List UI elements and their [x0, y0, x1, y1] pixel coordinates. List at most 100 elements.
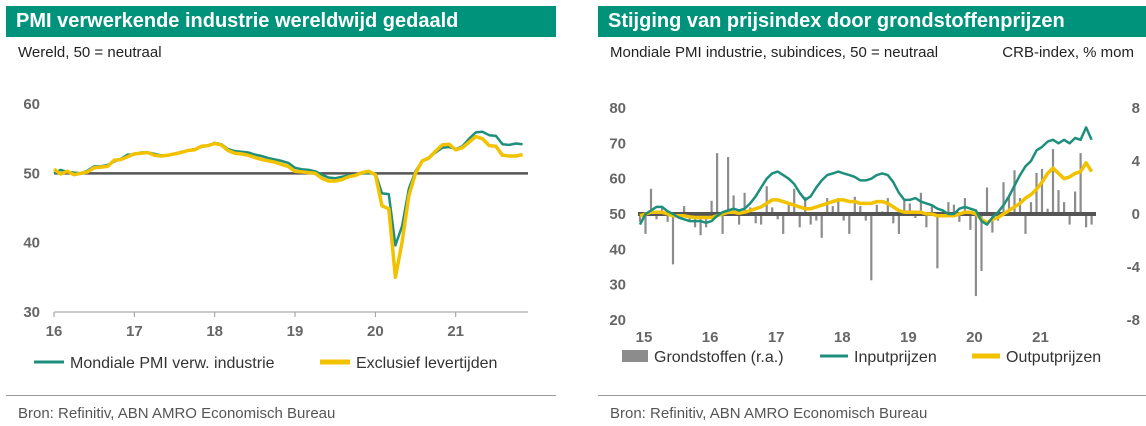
bar-grondstoffen [798, 214, 801, 228]
bar-grondstoffen [776, 214, 779, 220]
bar-grondstoffen [809, 214, 812, 225]
bar-grondstoffen [930, 206, 933, 214]
bar-grondstoffen [980, 214, 983, 271]
bar-grondstoffen [886, 198, 889, 214]
bar-grondstoffen [666, 214, 669, 222]
bar-grondstoffen [958, 214, 961, 222]
bar-grondstoffen [820, 214, 823, 238]
bar-grondstoffen [1051, 149, 1055, 214]
bar-grondstoffen [1063, 202, 1066, 214]
bar-grondstoffen [974, 214, 977, 297]
y-tick-label-left: 20 [609, 312, 626, 329]
bar-grondstoffen [793, 188, 796, 214]
x-tick-label: 16 [46, 323, 63, 340]
bar-grondstoffen [710, 200, 713, 215]
bar-grondstoffen [743, 192, 746, 214]
legend-label-grondstoffen: Grondstoffen (r.a.) [654, 349, 784, 366]
legend-label-mondiale-pmi: Mondiale PMI verw. industrie [70, 355, 275, 372]
y-tick-label-left: 40 [609, 241, 626, 258]
bar-grondstoffen [1007, 195, 1011, 214]
y-tick-label-left: 30 [609, 277, 626, 294]
y-tick-label-right: -4 [1127, 259, 1141, 276]
y-tick-label-right: 0 [1132, 206, 1140, 223]
legend-swatch-grondstoffen [622, 350, 648, 362]
right-chart: 20 30 40 50 60 70 80 -8 -4 0 4 8 15 16 17 18 19 20 21 Grond… [609, 100, 1141, 366]
y-tick-label-right: -8 [1127, 312, 1140, 329]
x-tick-label: 21 [1032, 329, 1049, 346]
y-tick-label-right: 8 [1132, 100, 1140, 117]
bar-grondstoffen [853, 196, 856, 214]
x-tick-label: 21 [447, 323, 464, 340]
left-chart-title: PMI verwerkende industrie wereldwijd ged… [6, 6, 556, 37]
bar-grondstoffen [655, 214, 658, 220]
right-chart-secondary-axis-label: CRB-index, % mom [1002, 44, 1134, 61]
bar-grondstoffen [831, 206, 834, 214]
bar-grondstoffen [842, 214, 845, 221]
bar-grondstoffen [732, 195, 735, 214]
bar-grondstoffen [804, 196, 807, 214]
bar-grondstoffen [1029, 202, 1033, 214]
y-tick-label: 60 [23, 96, 40, 113]
bar-grondstoffen [644, 214, 647, 234]
bar-grondstoffen [815, 214, 818, 221]
bar-grondstoffen [936, 214, 939, 269]
bar-grondstoffen [969, 214, 972, 230]
bar-grondstoffen [848, 214, 851, 234]
bar-grondstoffen [1090, 214, 1093, 225]
x-tick-label: 17 [768, 329, 785, 346]
legend-label-inputprijzen: Inputprijzen [854, 349, 937, 366]
x-tick-label: 17 [126, 323, 143, 340]
bar-grondstoffen [1002, 182, 1005, 214]
legend-label-exclusief-levertijden: Exclusief levertijden [356, 355, 497, 372]
bar-grondstoffen [760, 214, 763, 225]
left-source-text: Bron: Refinitiv, ABN AMRO Economisch Bur… [18, 405, 336, 422]
left-chart-subtitle: Wereld, 50 = neutraal [18, 44, 162, 61]
bar-grondstoffen [991, 214, 994, 233]
bar-grondstoffen [1040, 168, 1044, 214]
x-tick-label: 18 [206, 323, 223, 340]
bar-grondstoffen [1079, 153, 1082, 214]
bar-grondstoffen [985, 187, 989, 214]
bar-grondstoffen [897, 214, 900, 234]
right-source-divider [598, 395, 1146, 396]
bar-grondstoffen [875, 204, 878, 214]
bar-grondstoffen [1057, 190, 1060, 214]
y-tick-label: 40 [23, 235, 40, 252]
y-tick-label-left: 80 [609, 100, 626, 117]
right-source-text: Bron: Refinitiv, ABN AMRO Economisch Bur… [610, 405, 928, 422]
bar-grondstoffen [705, 214, 708, 228]
bar-grondstoffen [699, 214, 702, 236]
x-tick-label: 16 [702, 329, 719, 346]
bar-grondstoffen [771, 207, 774, 214]
x-tick-label: 18 [834, 329, 851, 346]
right-chart-panel: Stijging van prijsindex door grondstoffe… [592, 0, 1146, 426]
bar-grondstoffen [952, 204, 955, 214]
y-tick-label-left: 60 [609, 171, 626, 188]
left-chart: 30 40 50 60 16 17 18 19 20 21 Mondiale PMI verw. i… [23, 96, 528, 372]
bar-grondstoffen [925, 214, 928, 228]
series-line-inputprijzen [638, 126, 1093, 226]
bar-grondstoffen [864, 214, 867, 221]
bar-grondstoffen [1085, 214, 1088, 228]
bar-grondstoffen [908, 203, 911, 214]
bar-grondstoffen [765, 186, 768, 214]
bar-grondstoffen [1046, 208, 1049, 214]
bar-grondstoffen [671, 214, 675, 265]
bar-grondstoffen [837, 198, 840, 214]
legend-label-outputprijzen: Outputprijzen [1006, 349, 1101, 366]
x-tick-label: 20 [367, 323, 384, 340]
right-chart-title: Stijging van prijsindex door grondstoffe… [598, 6, 1146, 37]
left-chart-panel: PMI verwerkende industrie wereldwijd ged… [0, 0, 556, 426]
y-tick-label: 50 [23, 165, 40, 182]
x-tick-label: 20 [966, 329, 983, 346]
y-tick-label-right: 4 [1132, 153, 1141, 170]
x-tick-label: 19 [287, 323, 304, 340]
y-tick-label-left: 70 [609, 135, 626, 152]
bar-grondstoffen [638, 214, 642, 222]
bar-grondstoffen [1013, 170, 1016, 214]
y-tick-label: 30 [23, 304, 40, 321]
bar-grondstoffen [870, 214, 873, 281]
bar-grondstoffen [660, 206, 664, 214]
left-source-divider [6, 395, 556, 396]
bar-grondstoffen [1024, 214, 1027, 234]
